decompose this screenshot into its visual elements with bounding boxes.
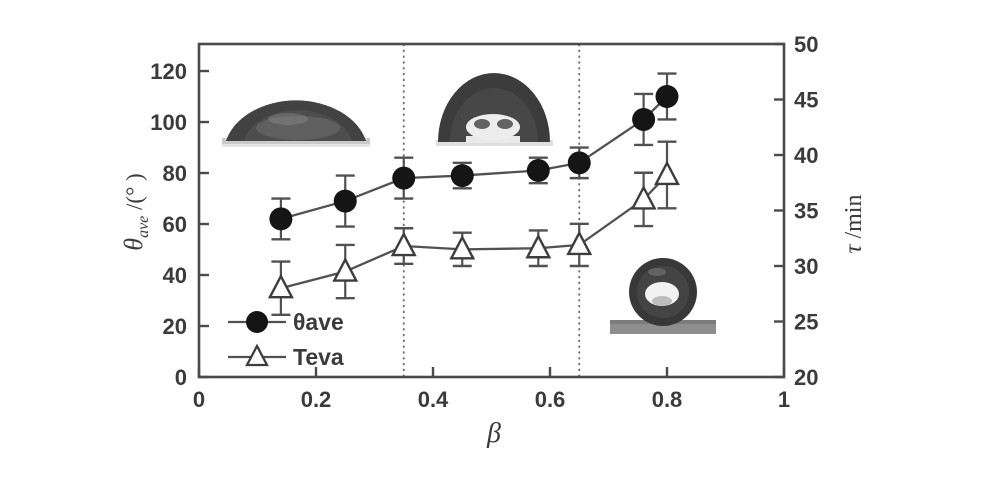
data-point-filled-circle [526, 158, 550, 182]
y-left-tick-label: 0 [175, 365, 187, 390]
droplet-baseline-strip-light [222, 144, 370, 147]
y-left-tick-label: 20 [163, 314, 187, 339]
y-left-tick-label: 60 [163, 212, 187, 237]
x-tick-label: 0.2 [301, 387, 332, 412]
data-point-filled-circle [333, 189, 357, 213]
y-right-tick-label: 45 [794, 88, 818, 113]
data-point-open-triangle [267, 273, 294, 299]
droplet-reflection-spot [474, 119, 490, 129]
y-left-axis-title: θave /(° ) [119, 173, 152, 250]
y-right-tick-label: 50 [794, 32, 818, 57]
legend-item-t-eva: Teva [228, 343, 344, 370]
data-point-filled-circle [269, 207, 293, 231]
data-point-open-triangle [525, 233, 552, 259]
droplet-window-reflection [466, 114, 520, 140]
data-point-filled-circle [392, 166, 416, 190]
legend-label: Teva [293, 344, 344, 370]
data-point-open-triangle [654, 160, 680, 186]
data-point-open-triangle [390, 231, 417, 257]
y-right-tick-label: 30 [794, 254, 818, 279]
droplet-top-highlight [648, 268, 666, 276]
droplet-streak-highlight [268, 113, 308, 125]
legend-open-triangle [245, 343, 269, 367]
x-tick-label: 0.8 [652, 387, 683, 412]
y-left-tick-label: 100 [150, 110, 187, 135]
x-tick-label: 1 [778, 387, 790, 412]
x-tick-label: 0.6 [535, 387, 566, 412]
legend-label: θave [293, 309, 344, 335]
droplet-reflection-spot [497, 119, 513, 129]
data-point-open-triangle [332, 256, 359, 282]
droplet-dome-inner [244, 110, 352, 141]
series-t-eva [267, 140, 680, 317]
y-right-tick-label: 25 [794, 310, 818, 335]
plot-layer: 0 20 40 60 80 100 120 20 25 30 35 40 45 50 0 0.2 0.4 0.6 0… [119, 32, 867, 449]
y-left-tick-label: 80 [163, 161, 187, 186]
x-axis-title: β [486, 418, 501, 449]
y-right-tick-label: 20 [794, 365, 818, 390]
droplet-photo-low-contact-angle [222, 100, 370, 147]
data-point-filled-circle [655, 85, 679, 109]
legend-filled-circle [246, 311, 268, 333]
droplet-photo-medium-contact-angle [436, 73, 553, 146]
y-right-tick-label: 40 [794, 143, 818, 168]
series-theta-ave [269, 72, 679, 241]
data-point-filled-circle [632, 107, 656, 131]
data-point-open-triangle [566, 230, 593, 256]
y-right-tick-label: 35 [794, 199, 818, 224]
droplet-reflection-shadow [652, 296, 672, 306]
x-tick-label: 0.4 [418, 387, 449, 412]
droplet-streak-highlight [256, 116, 340, 140]
data-point-filled-circle [567, 151, 591, 175]
data-point-open-triangle [449, 234, 476, 260]
data-point-filled-circle [450, 164, 474, 188]
y-right-axis-title: τ /min [840, 195, 867, 254]
droplet-photo-high-contact-angle [610, 258, 716, 334]
droplet-baseline-strip [222, 138, 370, 145]
y-left-tick-label: 120 [150, 59, 187, 84]
data-point-open-triangle [630, 184, 657, 210]
legend-item-theta-ave: θave [228, 309, 344, 335]
x-tick-label: 0 [193, 387, 205, 412]
y-left-tick-label: 40 [163, 263, 187, 288]
